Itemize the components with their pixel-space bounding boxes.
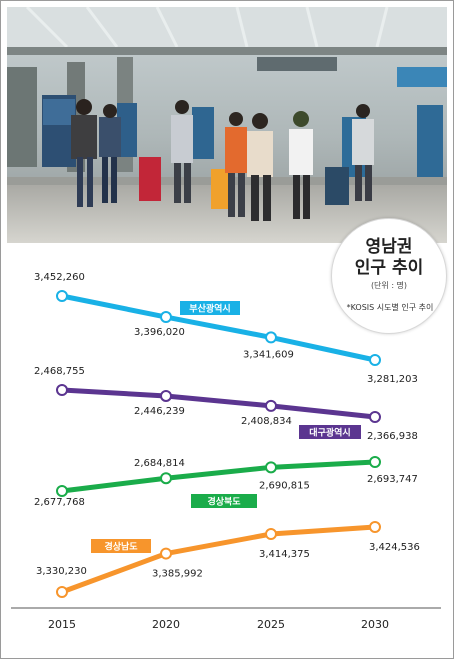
data-label: 2,690,815: [259, 480, 310, 491]
data-point: [160, 311, 172, 324]
data-point: [265, 528, 277, 541]
series-name-label: 경상남도: [104, 541, 138, 553]
data-point: [369, 456, 381, 468]
source-note: *KOSIS 시도별 인구 추이: [346, 303, 434, 312]
data-label: 2,684,814: [134, 458, 185, 469]
series-name-label: 부산광역시: [189, 303, 230, 315]
data-point: [56, 586, 68, 598]
series-line-3: [61, 524, 376, 595]
data-point: [160, 389, 172, 402]
data-label: 2,446,239: [134, 406, 185, 417]
data-label: 2,408,834: [241, 416, 292, 427]
data-label: 3,341,609: [243, 349, 294, 360]
series-tag: [180, 301, 240, 315]
series-line-2: [61, 459, 376, 494]
data-point: [56, 485, 68, 497]
x-tick-label: 2020: [152, 618, 180, 631]
data-label: 2,366,938: [367, 431, 418, 442]
series-tag: [299, 425, 361, 439]
data-label: 3,414,375: [259, 549, 310, 560]
data-label: 2,468,755: [34, 366, 85, 377]
title-bubble: 영남권 인구 추이 (단위 : 명): [331, 218, 447, 334]
data-point: [369, 354, 381, 366]
chart-title-line1: 영남권: [365, 237, 413, 257]
series-line-0: [61, 293, 376, 363]
airport-photo: [7, 7, 447, 243]
data-point: [56, 290, 68, 302]
data-point: [265, 399, 277, 412]
x-tick-label: 2030: [361, 618, 389, 631]
data-label: 3,281,203: [367, 374, 418, 385]
data-point: [56, 384, 68, 396]
data-point: [265, 461, 277, 474]
data-point: [369, 411, 381, 423]
data-label: 2,677,768: [34, 497, 85, 508]
data-point: [160, 547, 172, 560]
data-label: 3,330,230: [36, 566, 87, 577]
x-tick-label: 2025: [257, 618, 285, 631]
series-name-label: 경상북도: [207, 496, 241, 508]
x-tick-label: 2015: [48, 618, 76, 631]
chart-title-line2: 인구 추이: [354, 258, 424, 278]
unit-label: (단위 : 명): [370, 281, 408, 290]
series-line-1: [61, 387, 376, 420]
data-label: 3,424,536: [369, 542, 420, 553]
series-name-label: 대구광역시: [309, 427, 350, 439]
series-tag: [91, 539, 151, 553]
data-point: [265, 331, 277, 344]
data-point: [160, 472, 172, 485]
data-point: [369, 521, 381, 533]
data-label: 3,385,992: [152, 569, 203, 580]
data-label: 3,452,260: [34, 272, 85, 283]
data-label: 2,693,747: [367, 474, 418, 485]
series-tag: [191, 494, 257, 508]
data-label: 3,396,020: [134, 327, 185, 338]
